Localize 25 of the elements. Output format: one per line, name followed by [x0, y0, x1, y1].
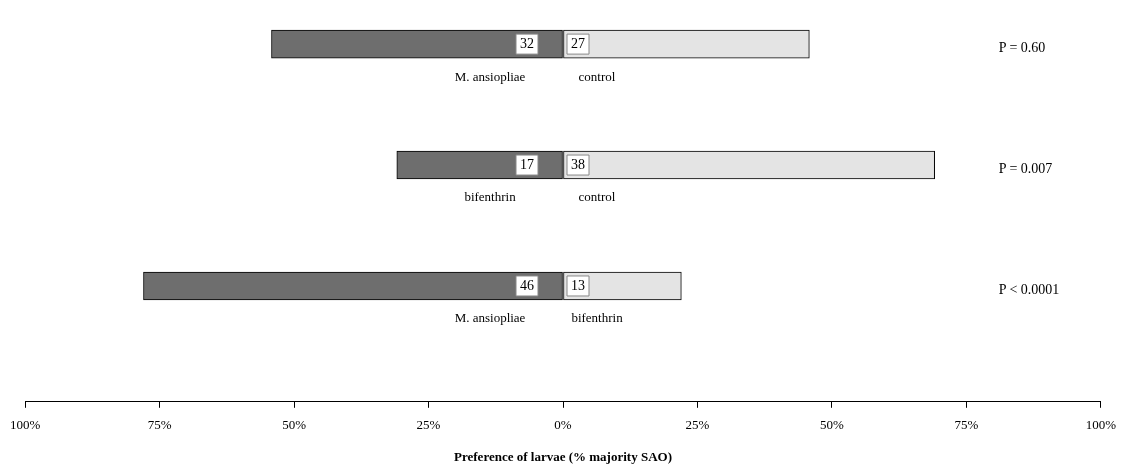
x-tick-label: 0% — [554, 417, 572, 433]
x-tick-label: 100% — [1085, 417, 1117, 433]
x-tick-label: 75% — [954, 417, 979, 433]
y-tick-label: P = 0.60 — [998, 39, 1046, 55]
annotation: M. ansiopliae — [454, 68, 526, 84]
annotation: 32 — [520, 35, 534, 51]
x-tick-label: 25% — [416, 417, 441, 433]
x-tick-label: 100% — [9, 417, 41, 433]
y-tick-label: P = 0.007 — [998, 160, 1053, 176]
annotation: control — [578, 68, 616, 84]
annotation: M. ansiopliae — [454, 310, 526, 326]
y-tick-label: P < 0.0001 — [998, 281, 1060, 297]
annotation: bifenthrin — [464, 189, 517, 205]
annotation: 38 — [571, 156, 585, 172]
annotation: control — [578, 189, 616, 205]
annotation: 27 — [571, 35, 585, 51]
annotation: 13 — [571, 277, 585, 293]
x-tick-label: 50% — [820, 417, 844, 433]
annotation: 17 — [520, 156, 534, 172]
annotation: bifenthrin — [571, 310, 624, 326]
x-tick-label: 75% — [147, 417, 172, 433]
x-tick-label: 50% — [282, 417, 307, 433]
annotation: 46 — [520, 277, 534, 293]
x-tick-label: 25% — [685, 417, 710, 433]
x-axis-title: Preference of larvae (% majority SAO) — [454, 448, 672, 464]
